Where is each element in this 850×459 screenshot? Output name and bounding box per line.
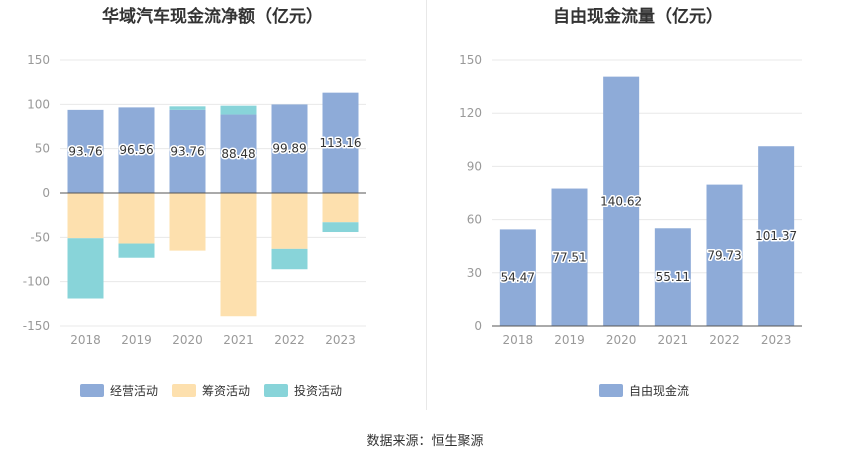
data-label: 55.11 bbox=[656, 270, 690, 284]
bar-自由现金流-2018 bbox=[499, 229, 536, 326]
bar-投资活动-2021 bbox=[220, 105, 257, 115]
x-tick-label: 2018 bbox=[503, 333, 534, 347]
x-tick-label: 2018 bbox=[70, 333, 101, 347]
bar-自由现金流-2022 bbox=[706, 184, 743, 326]
bar-筹资活动-2019 bbox=[118, 193, 155, 244]
data-label: 140.62 bbox=[600, 194, 642, 208]
bar-经营活动-2020 bbox=[169, 109, 206, 193]
x-tick-label: 2020 bbox=[606, 333, 637, 347]
bar-经营活动-2021 bbox=[220, 114, 257, 193]
y-tick-label: 0 bbox=[474, 319, 482, 333]
y-tick-label: 100 bbox=[27, 97, 50, 111]
left-chart-title: 华域汽车现金流净额（亿元） bbox=[102, 7, 323, 27]
y-tick-label: 50 bbox=[35, 142, 50, 156]
bar-筹资活动-2018 bbox=[67, 193, 104, 239]
y-tick-label: -150 bbox=[23, 319, 50, 333]
x-tick-label: 2023 bbox=[325, 333, 356, 347]
y-tick-label: 90 bbox=[467, 159, 482, 173]
data-label: 99.89 bbox=[272, 142, 306, 156]
cashflow-legend: 经营活动 筹资活动 投资活动 bbox=[80, 382, 342, 399]
bar-自由现金流-2023 bbox=[758, 146, 795, 326]
data-label: 113.16 bbox=[320, 136, 362, 150]
x-tick-label: 2020 bbox=[172, 333, 203, 347]
bar-投资活动-2022 bbox=[271, 248, 308, 270]
legend-item-fcf[interactable]: 自由现金流 bbox=[599, 382, 689, 399]
bar-筹资活动-2021 bbox=[220, 193, 257, 317]
legend-swatch-fcf bbox=[599, 384, 623, 397]
y-tick-label: 120 bbox=[459, 106, 482, 120]
bar-自由现金流-2021 bbox=[654, 228, 691, 326]
bar-投资活动-2020 bbox=[169, 106, 206, 110]
bar-筹资活动-2022 bbox=[271, 193, 308, 249]
legend-swatch-financing bbox=[172, 384, 197, 397]
data-label: 96.56 bbox=[119, 143, 153, 157]
bar-经营活动-2022 bbox=[271, 104, 308, 193]
bar-经营活动-2018 bbox=[67, 109, 104, 193]
legend-swatch-operating bbox=[80, 384, 104, 397]
right-chart-title: 自由现金流量（亿元） bbox=[553, 7, 723, 27]
bar-自由现金流-2019 bbox=[551, 188, 588, 326]
data-label: 93.76 bbox=[68, 144, 102, 158]
y-tick-label: 150 bbox=[27, 53, 50, 67]
bar-筹资活动-2023 bbox=[322, 193, 359, 223]
bar-投资活动-2023 bbox=[322, 222, 359, 233]
x-tick-label: 2022 bbox=[709, 333, 740, 347]
bar-投资活动-2019 bbox=[118, 243, 155, 258]
x-tick-label: 2019 bbox=[554, 333, 585, 347]
data-label: 88.48 bbox=[221, 147, 255, 161]
legend-item-investing[interactable]: 投资活动 bbox=[264, 382, 342, 399]
data-label: 79.73 bbox=[707, 248, 741, 262]
legend-item-operating[interactable]: 经营活动 bbox=[80, 382, 158, 399]
bar-自由现金流-2020 bbox=[603, 76, 640, 326]
bar-经营活动-2019 bbox=[118, 107, 155, 193]
y-tick-label: 30 bbox=[467, 266, 482, 280]
x-tick-label: 2019 bbox=[121, 333, 152, 347]
y-tick-label: 150 bbox=[459, 53, 482, 67]
data-label: 77.51 bbox=[552, 250, 586, 264]
data-label: 54.47 bbox=[501, 271, 535, 285]
bar-投资活动-2018 bbox=[67, 238, 104, 299]
x-tick-label: 2021 bbox=[223, 333, 254, 347]
legend-swatch-investing bbox=[264, 384, 289, 397]
data-label: 93.76 bbox=[170, 144, 204, 158]
chart-divider bbox=[426, 0, 427, 410]
data-label: 101.37 bbox=[755, 229, 797, 243]
fcf-legend: 自由现金流 bbox=[599, 382, 689, 399]
x-tick-label: 2022 bbox=[274, 333, 305, 347]
y-tick-label: -50 bbox=[30, 230, 50, 244]
bar-筹资活动-2020 bbox=[169, 193, 206, 251]
x-tick-label: 2023 bbox=[761, 333, 792, 347]
data-source-note: 数据来源：恒生聚源 bbox=[366, 434, 484, 449]
legend-label-fcf: 自由现金流 bbox=[629, 384, 690, 398]
x-tick-label: 2021 bbox=[658, 333, 689, 347]
free-cashflow-chart: 0 30 60 90 120 150 2018 2019 2020 2021 2022 2023 54.… bbox=[459, 53, 802, 347]
y-tick-label: -100 bbox=[23, 275, 50, 289]
cashflow-chart: -150 -100 -50 0 50 100 150 2018 2019 2020 2021 2022… bbox=[23, 53, 366, 347]
y-tick-label: 60 bbox=[467, 213, 482, 227]
bar-经营活动-2023 bbox=[322, 92, 359, 193]
legend-item-financing[interactable]: 筹资活动 bbox=[172, 382, 250, 399]
legend-label-financing: 筹资活动 bbox=[202, 384, 251, 398]
legend-label-investing: 投资活动 bbox=[294, 384, 343, 398]
y-tick-label: 0 bbox=[42, 186, 50, 200]
legend-label-operating: 经营活动 bbox=[110, 384, 159, 398]
